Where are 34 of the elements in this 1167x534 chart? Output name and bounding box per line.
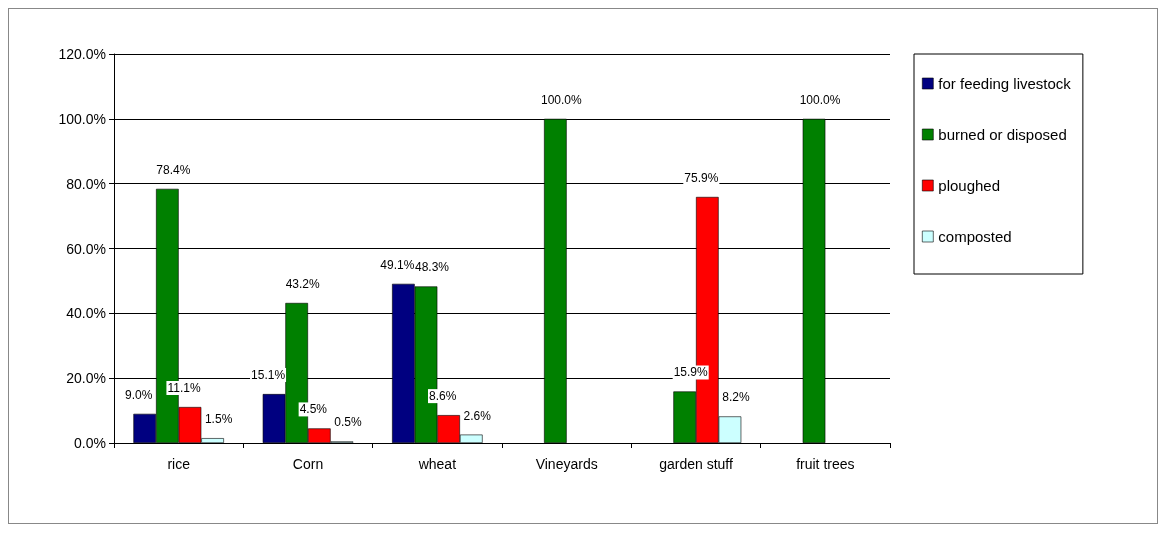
data-label: 2.6% (463, 408, 492, 423)
data-label: 48.3% (415, 260, 450, 275)
y-tick-label: 120.0% (58, 46, 106, 62)
data-label: 75.9% (684, 170, 719, 185)
data-label: 8.2% (722, 390, 750, 405)
data-label: 8.6% (428, 389, 457, 404)
data-label: 49.1% (380, 257, 415, 272)
y-tick-label: 100.0% (58, 110, 106, 127)
data-label: 1.5% (204, 412, 233, 427)
x-tick-label: rice (167, 456, 191, 472)
x-tick-label: wheat (417, 456, 457, 472)
y-tick-label: 0.0% (74, 435, 106, 451)
legend-label: ploughed (938, 177, 1001, 194)
data-label: 11.1% (167, 381, 201, 396)
data-label: 9.0% (125, 387, 153, 402)
data-label: 15.1% (251, 368, 286, 383)
data-label: 100.0% (541, 92, 583, 107)
y-tick-label: 80.0% (66, 175, 106, 192)
data-label: 15.9% (673, 365, 709, 380)
legend-label: composted (938, 228, 1012, 245)
legend-label: burned or disposed (938, 126, 1067, 143)
y-tick-label: 20.0% (66, 370, 106, 387)
data-label: 78.4% (156, 162, 191, 177)
data-label: 100.0% (799, 92, 841, 107)
y-tick-label: 60.0% (66, 240, 106, 257)
x-tick-label: Vineyards (535, 456, 598, 472)
data-label: 0.5% (334, 415, 362, 430)
x-tick-label: Corn (292, 456, 324, 472)
legend-label: for feeding livestock (938, 75, 1072, 92)
x-tick-label: fruit trees (796, 456, 855, 472)
data-label: 43.2% (285, 276, 321, 291)
x-tick-label: garden stuff (659, 456, 733, 472)
y-tick-label: 40.0% (66, 305, 106, 322)
data-label: 4.5% (299, 402, 328, 417)
